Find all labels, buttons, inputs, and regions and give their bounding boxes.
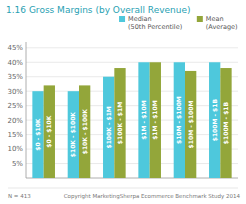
legend: Median(50th Percentile) Mean(Average): [119, 15, 238, 31]
bar: [209, 62, 220, 178]
grid-line: [26, 62, 238, 63]
y-tick-label: 40%: [7, 59, 23, 67]
bars: [32, 62, 231, 178]
bar: [79, 85, 90, 178]
bar-label: $0 - $10K: [34, 118, 41, 151]
bar-label: $100M - $1B: [211, 99, 218, 142]
grid-line: [26, 105, 238, 106]
bar-label: $10M - $100M: [175, 96, 182, 144]
footer-text: Copyright MarketingSherpa Ecommerce Benc…: [64, 193, 241, 200]
y-axis-line: [26, 42, 27, 178]
y-tick-label: 35%: [7, 73, 23, 81]
grid-line: [26, 47, 238, 48]
y-tick-label: 10%: [7, 145, 23, 153]
bar-label: $100K - $1M: [105, 106, 112, 148]
footer-text: N = 413: [8, 193, 31, 199]
bar: [68, 91, 79, 178]
y-tick-label: 20%: [7, 117, 23, 125]
bar-label: $100K - $1M: [116, 102, 123, 144]
y-tick-label: 15%: [7, 131, 23, 139]
bar-label: $10K - $100K: [69, 112, 76, 158]
grid-line: [26, 91, 238, 92]
chart: 1.16 Gross Margins (by Overall Revenue) 5…: [0, 0, 246, 204]
y-tick-label: 45%: [7, 44, 23, 52]
y-tick-label: 30%: [7, 88, 23, 96]
bar: [32, 91, 43, 178]
grid-line: [26, 76, 238, 77]
legend-label: Mean(Average): [206, 15, 238, 31]
bar: [103, 77, 114, 178]
bar: [44, 85, 55, 178]
bar-label: $10K - $100K: [81, 109, 88, 155]
footer-rule: [8, 188, 238, 189]
bar-label: $1M - $10M: [151, 100, 158, 140]
bar-label: $1M - $10M: [140, 100, 147, 140]
grid-line: [26, 163, 238, 164]
bar-label: $0 - $10K: [45, 115, 52, 148]
bar: [150, 62, 161, 178]
title: 1.16 Gross Margins (by Overall Revenue): [6, 5, 191, 15]
legend-label: Median(50th Percentile): [128, 15, 182, 31]
y-tick-label: 5%: [12, 160, 23, 168]
grid-line: [26, 134, 238, 135]
bar: [174, 62, 185, 178]
bar-labels: $0 - $10K $10K - $100K $100K - $1M $1M - $1…: [34, 96, 229, 157]
bar-label: $100M - $1B: [222, 101, 229, 144]
grid-line: [26, 149, 238, 150]
bar: [138, 62, 149, 178]
legend-swatch: [119, 16, 125, 22]
bar: [220, 68, 231, 178]
legend-label-line: (Average): [206, 23, 238, 31]
x-axis-line: [26, 178, 238, 179]
bar: [114, 68, 125, 178]
y-tick-label: 25%: [7, 102, 23, 110]
bar-label: $10M - $100M: [187, 101, 194, 149]
legend-label-line: (50th Percentile): [128, 23, 182, 31]
grid-line: [26, 120, 238, 121]
legend-swatch: [197, 16, 203, 22]
bar: [185, 71, 196, 178]
